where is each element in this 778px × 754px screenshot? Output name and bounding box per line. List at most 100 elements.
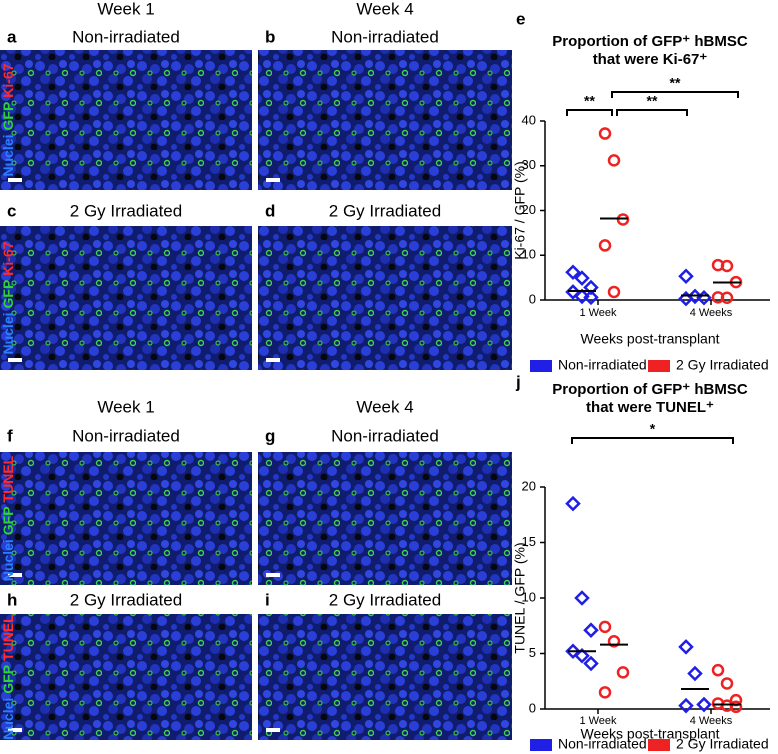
micrograph [0,614,252,740]
data-point [729,700,743,714]
data-point [678,639,694,655]
significance-label: * [650,421,656,437]
scale-bar [8,178,22,182]
stain-name: TUNEL [0,614,16,661]
data-point [583,655,599,672]
data-point [598,620,612,634]
panel-letter: h [7,590,17,609]
data-point [565,643,581,660]
stain-label: Nuclei GFP TUNEL [0,614,16,740]
significance-bracket [611,91,739,98]
data-point [583,289,599,306]
stain-name: GFP [0,102,16,131]
data-point [711,663,725,677]
x-axis-label: Weeks post-transplant [580,331,719,347]
condition-heading: 2 Gy Irradiated [329,590,441,609]
data-point [583,622,599,638]
y-tick-label: 15 [522,534,536,549]
scale-bar [266,178,280,182]
week-heading: Week 4 [356,397,413,416]
y-tick-label: 0 [529,291,536,306]
data-point [720,677,734,690]
significance-bracket [566,109,613,116]
legend-label: 2 Gy Irradiated [676,357,769,373]
stain-name: GFP [0,506,16,535]
stain-label: Nuclei GFP Ki-67 [0,63,16,176]
condition-heading: Non-irradiated [72,426,180,445]
week-heading: Week 4 [356,0,413,18]
data-point [574,647,590,664]
x-tick-label: 1 Week [579,307,617,319]
micrograph [258,226,512,370]
data-point [687,288,703,305]
y-tick-label: 0 [529,700,536,715]
y-tick-label: 40 [522,112,536,127]
data-point [616,666,630,679]
chart-title: that were TUNEL⁺ [586,399,714,416]
micrograph [258,614,512,740]
micrograph [0,452,252,585]
y-tick-label: 30 [522,157,536,172]
data-point [607,635,621,648]
chart-title: Proportion of GFP⁺ hBMSC [552,33,748,50]
panel-letter: e [516,9,525,28]
micrograph [0,50,252,190]
data-point [678,697,694,714]
data-point [678,268,694,285]
legend-swatch [530,360,552,372]
panel-letter: f [7,426,13,445]
stain-label: Nuclei GFP TUNEL [0,455,16,581]
y-tick-label: 10 [522,247,536,262]
week-heading: Week 1 [97,0,154,18]
stain-name: TUNEL [0,455,16,502]
significance-label: ** [584,93,595,109]
stain-name: GFP [0,665,16,694]
data-point [607,285,621,299]
data-point [696,696,712,713]
data-point [607,154,621,167]
y-tick-label: 5 [529,645,536,660]
stain-name: Nuclei [0,135,16,177]
legend-swatch [648,360,670,372]
significance-label: ** [670,75,681,91]
condition-heading: Non-irradiated [331,426,439,445]
data-point [574,590,590,606]
legend-label: Non-irradiated [558,357,647,373]
panel-letter: i [265,590,270,609]
data-point [687,665,703,682]
panel-letter: g [265,426,275,445]
legend-swatch [648,739,670,751]
panel-letter: d [265,201,275,220]
significance-label: ** [647,93,658,109]
scale-bar [8,573,22,577]
condition-heading: 2 Gy Irradiated [70,590,182,609]
y-axis-label: TUNEL / GFP (%) [512,542,528,653]
micrograph [258,452,512,585]
data-point [720,291,734,305]
scale-bar [266,728,280,732]
micrograph [258,50,512,190]
scale-bar [266,573,280,577]
stain-name: Nuclei [0,539,16,581]
significance-bracket [571,437,734,444]
condition-heading: Non-irradiated [72,27,180,46]
stain-name: Nuclei [0,698,16,740]
data-point [720,259,734,273]
chart-title: Proportion of GFP⁺ hBMSC [552,381,748,398]
chart-title: that were Ki-67⁺ [593,51,708,68]
micrograph [0,226,252,370]
condition-heading: 2 Gy Irradiated [70,201,182,220]
condition-heading: 2 Gy Irradiated [329,201,441,220]
y-tick-label: 10 [522,589,536,604]
data-point [583,279,599,296]
x-tick-label: 1 Week [579,715,617,727]
data-point [598,239,612,252]
x-tick-label: 4 Weeks [690,307,733,319]
data-point [565,495,581,512]
panel-letter: a [7,27,17,46]
stain-name: Ki-67 [0,241,16,275]
data-point [565,264,581,281]
week-heading: Week 1 [97,397,154,416]
significance-bracket [616,109,688,116]
